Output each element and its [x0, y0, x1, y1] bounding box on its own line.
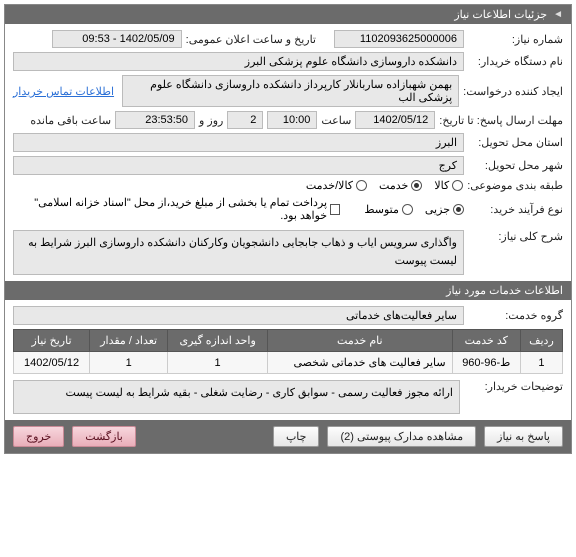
pay-type-label: نوع فرآیند خرید: [468, 203, 563, 216]
contact-link[interactable]: اطلاعات تماس خریدار [13, 85, 114, 98]
th-date: تاریخ نیاز [14, 330, 90, 352]
deadline-label: مهلت ارسال پاسخ: تا تاریخ: [439, 114, 563, 127]
details-panel: ◄ جزئیات اطلاعات نیاز شماره نیاز: 110209… [4, 4, 572, 454]
attachments-button[interactable]: مشاهده مدارک پیوستی (2) [327, 426, 476, 447]
footer-toolbar: پاسخ به نیاز مشاهده مدارک پیوستی (2) چاپ… [5, 420, 571, 453]
panel-body: شماره نیاز: 1102093625000006 تاریخ و ساع… [5, 24, 571, 420]
buyer-org-value: دانشکده داروسازی دانشگاه علوم پزشکی البر… [13, 52, 464, 71]
radio-goods[interactable]: کالا [434, 179, 463, 192]
exit-button[interactable]: خروج [13, 426, 64, 447]
services-section-title: اطلاعات خدمات مورد نیاز [5, 281, 571, 300]
cell-name: سایر فعالیت های خدماتی شخصی [268, 352, 453, 374]
creator-value: بهمن شهبازاده ساربانلار کارپرداز دانشکده… [122, 75, 459, 107]
announce-label: تاریخ و ساعت اعلان عمومی: [186, 33, 316, 46]
time-label-1: ساعت [321, 114, 351, 127]
radio-medium[interactable]: متوسط [364, 203, 413, 216]
remain-label: ساعت باقی مانده [30, 114, 111, 127]
buyer-org-label: نام دستگاه خریدار: [468, 55, 563, 68]
subject-cat-label: طبقه بندی موضوعی: [467, 179, 563, 192]
need-no-label: شماره نیاز: [468, 33, 563, 46]
remain-time: 23:53:50 [115, 111, 195, 129]
cell-qty: 1 [90, 352, 168, 374]
services-table: ردیف کد خدمت نام خدمت واحد اندازه گیری ت… [13, 329, 563, 374]
service-group-label: گروه خدمت: [468, 309, 563, 322]
deadline-date: 1402/05/12 [355, 111, 435, 129]
subject-radio-group: کالا خدمت کالا/خدمت [306, 179, 463, 192]
print-button[interactable]: چاپ [273, 426, 320, 447]
city-value: کرج [13, 156, 464, 175]
need-no-value: 1102093625000006 [334, 30, 464, 48]
th-code: کد خدمت [452, 330, 520, 352]
th-name: نام خدمت [268, 330, 453, 352]
table-row[interactable]: 1 ط-96-960 سایر فعالیت های خدماتی شخصی 1… [14, 352, 563, 374]
check-treasury[interactable]: پرداخت تمام یا بخشی از مبلغ خرید،از محل … [13, 196, 340, 222]
deadline-time: 10:00 [267, 111, 317, 129]
table-header-row: ردیف کد خدمت نام خدمت واحد اندازه گیری ت… [14, 330, 563, 352]
announce-value: 1402/05/09 - 09:53 [52, 30, 182, 48]
cell-unit: 1 [168, 352, 268, 374]
province-value: البرز [13, 133, 464, 152]
th-qty: تعداد / مقدار [90, 330, 168, 352]
service-group-value: سایر فعالیت‌های خدماتی [13, 306, 464, 325]
cell-date: 1402/05/12 [14, 352, 90, 374]
th-unit: واحد اندازه گیری [168, 330, 268, 352]
cell-code: ط-96-960 [452, 352, 520, 374]
panel-header: ◄ جزئیات اطلاعات نیاز [5, 5, 571, 24]
radio-both[interactable]: کالا/خدمت [306, 179, 367, 192]
collapse-icon[interactable]: ◄ [553, 9, 563, 20]
buyer-notes-value: ارائه مجوز فعالیت رسمی - سوابق کاری - رض… [13, 380, 460, 414]
need-desc-value: واگذاری سرویس ایاب و ذهاب جابجایی دانشجو… [13, 230, 464, 275]
buyer-notes-label: توضیحات خریدار: [468, 380, 563, 393]
day-label: روز و [199, 114, 223, 127]
panel-title: جزئیات اطلاعات نیاز [454, 8, 547, 21]
respond-button[interactable]: پاسخ به نیاز [484, 426, 563, 447]
radio-partial[interactable]: جزیی [425, 203, 464, 216]
th-row: ردیف [520, 330, 562, 352]
cell-n: 1 [520, 352, 562, 374]
need-desc-label: شرح کلی نیاز: [468, 230, 563, 243]
radio-service[interactable]: خدمت [379, 179, 422, 192]
creator-label: ایجاد کننده درخواست: [463, 85, 563, 98]
days-left: 2 [227, 111, 263, 129]
city-label: شهر محل تحویل: [468, 159, 563, 172]
province-label: استان محل تحویل: [468, 136, 563, 149]
pay-radio-group: جزیی متوسط پرداخت تمام یا بخشی از مبلغ خ… [13, 196, 464, 222]
back-button[interactable]: بازگشت [72, 426, 136, 447]
